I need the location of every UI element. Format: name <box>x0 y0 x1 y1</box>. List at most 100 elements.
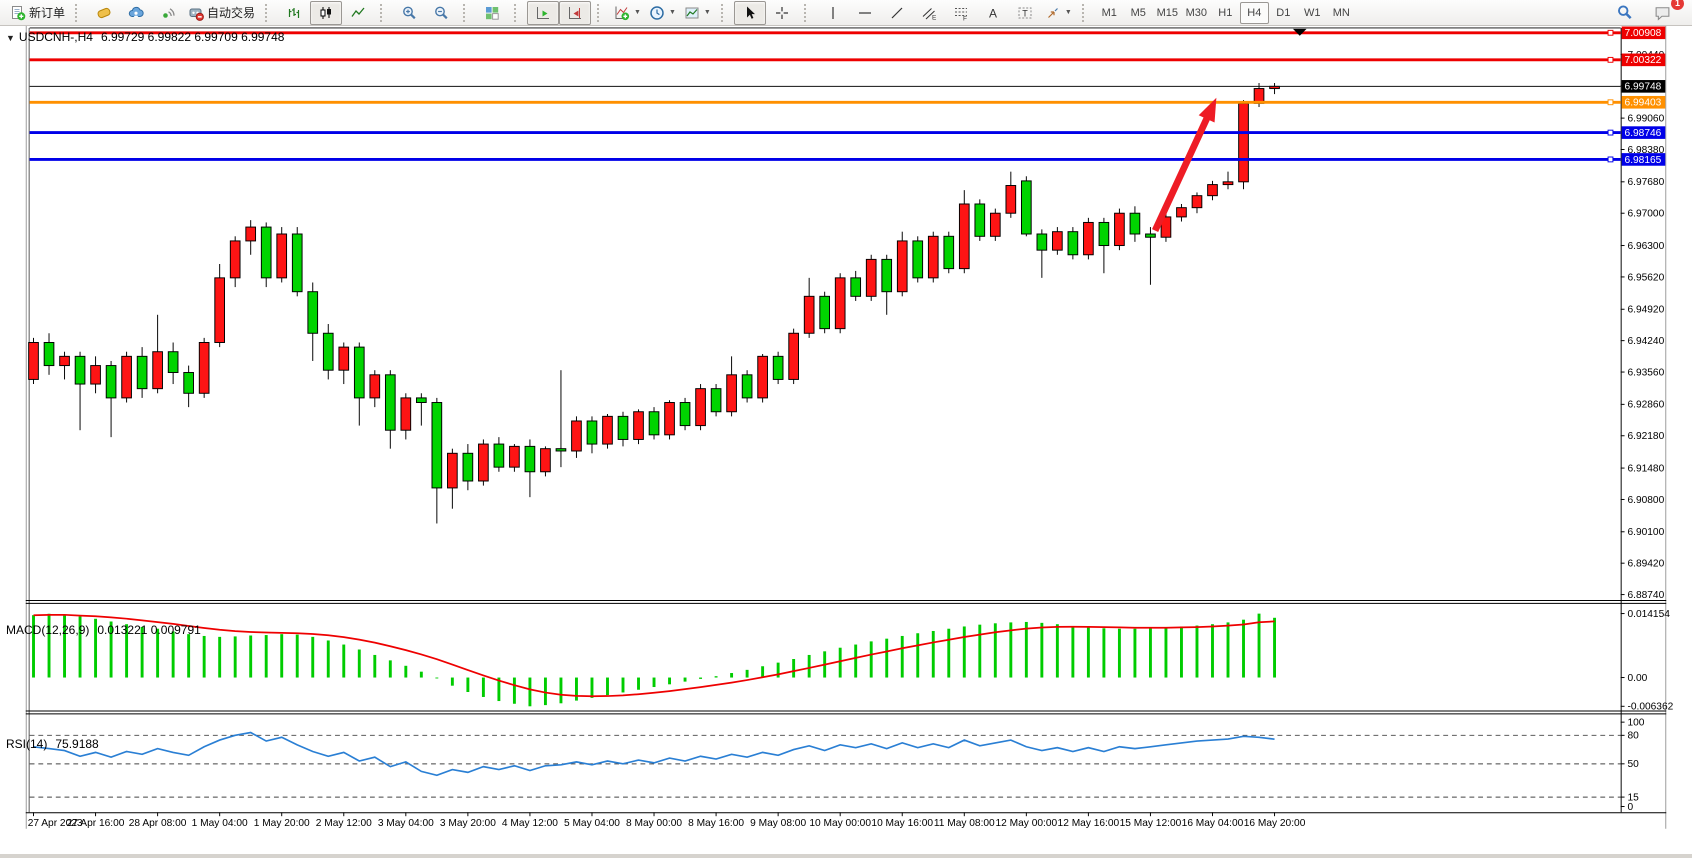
line-anchor-handle[interactable] <box>1607 29 1614 36</box>
rsi-indicator-name: RSI(14) <box>6 737 48 751</box>
timeframe-m30-button[interactable]: M30 <box>1185 6 1207 19</box>
timeframe-w1-button[interactable]: W1 <box>1304 6 1321 19</box>
candle <box>245 226 257 242</box>
cursor-icon <box>742 5 758 21</box>
candle <box>617 415 629 440</box>
candle <box>772 355 784 380</box>
candle <box>1222 181 1234 186</box>
candle <box>586 420 598 445</box>
timeframe-m5-button[interactable]: M5 <box>1130 6 1146 19</box>
horizontal-line-tool-button[interactable] <box>849 1 881 25</box>
chart-plot-area[interactable]: 7.004406.997606.990606.983806.976806.970… <box>0 26 1692 854</box>
timeframe-h4-button[interactable]: H4 <box>1239 1 1269 24</box>
candle <box>912 240 924 279</box>
text-label-tool-button[interactable]: T <box>1009 1 1041 25</box>
candlestick-chart-button[interactable] <box>310 0 343 25</box>
tile-windows-button[interactable] <box>476 1 508 25</box>
signals-button[interactable] <box>152 1 184 25</box>
rsi-pane-label: RSI(14) 75.9188 <box>6 737 99 751</box>
time-axis-label: 27 Apr 16:00 <box>67 818 125 829</box>
toolbar-grip <box>1081 3 1091 22</box>
line-chart-icon <box>350 5 366 21</box>
bar-chart-button[interactable] <box>278 1 310 25</box>
autotrading-button[interactable]: 自动交易 <box>184 1 259 25</box>
macd-indicator-values: 0.013221 0.009791 <box>97 623 201 637</box>
search-button[interactable] <box>1608 1 1640 25</box>
candle <box>1098 221 1110 247</box>
candle <box>260 226 272 279</box>
chart-end-marker-icon <box>1292 28 1307 36</box>
candle <box>896 240 908 293</box>
candle <box>1114 212 1125 247</box>
vertical-line-tool-button[interactable] <box>817 1 849 25</box>
trend-arrow[interactable] <box>1152 97 1217 232</box>
time-axis-label: 15 May 12:00 <box>1120 818 1182 829</box>
zoom-out-button[interactable] <box>425 1 457 25</box>
add-indicator-button[interactable]: ▼ <box>610 1 645 25</box>
period-button[interactable]: ▼ <box>645 1 680 25</box>
candle <box>1238 102 1249 183</box>
candle <box>291 233 303 293</box>
macd-tick-label: -0.006362 <box>1627 702 1673 713</box>
price-badge <box>1621 153 1666 166</box>
time-axis-label: 9 May 08:00 <box>750 818 806 829</box>
chevron-down-icon: ▼ <box>1064 9 1072 16</box>
candle <box>819 295 831 330</box>
candle <box>1160 216 1172 238</box>
line-anchor-handle[interactable] <box>1607 99 1614 106</box>
community-button[interactable] <box>120 1 152 25</box>
crosshair-tool-button[interactable] <box>766 1 798 25</box>
chart-shift-button[interactable] <box>559 0 592 25</box>
candle <box>1052 231 1063 251</box>
price-tick-label: 6.98380 <box>1627 145 1664 156</box>
candle <box>788 332 799 380</box>
cursor-tool-button[interactable] <box>733 0 766 25</box>
timeframe-h1-button[interactable]: H1 <box>1218 6 1233 19</box>
line-chart-button[interactable] <box>342 1 374 25</box>
rsi-tick-label: 0 <box>1627 802 1633 813</box>
macd-signal-line <box>33 613 1275 698</box>
zoom-in-button[interactable] <box>393 1 425 25</box>
text-tool-button[interactable]: A <box>977 1 1009 25</box>
channel-tool-button[interactable]: E <box>913 1 945 25</box>
time-axis-label: 27 Apr 2023 <box>28 818 83 829</box>
auto-scroll-button[interactable] <box>527 0 560 25</box>
candle <box>1191 195 1203 209</box>
line-anchor-handle[interactable] <box>1607 156 1614 163</box>
timeframe-m15-button[interactable]: M15 <box>1156 6 1178 19</box>
new-order-button[interactable]: 新订单 <box>6 1 69 25</box>
line-anchor-handle[interactable] <box>1607 56 1614 63</box>
template-icon <box>684 5 700 21</box>
chat-icon <box>1654 4 1671 21</box>
tile-windows-icon <box>484 5 500 21</box>
timeframe-d1-button[interactable]: D1 <box>1276 6 1291 19</box>
symbol-dropdown-arrow-icon[interactable]: ▼ <box>6 33 15 43</box>
price-badge-label: 6.99748 <box>1625 82 1662 93</box>
notifications-button[interactable]: 1 <box>1646 0 1684 25</box>
timeframe-mn-button[interactable]: MN <box>1332 6 1350 19</box>
candle <box>540 448 551 473</box>
fibonacci-tool-button[interactable]: F <box>945 1 977 25</box>
candle <box>850 277 862 297</box>
price-badge <box>1621 53 1666 67</box>
rsi-tick-label: 100 <box>1627 718 1644 729</box>
svg-text:F: F <box>963 15 967 21</box>
svg-text:T: T <box>1022 8 1028 18</box>
candle <box>803 295 815 334</box>
price-badge-label: 6.98165 <box>1625 155 1662 166</box>
timeframe-m1-button[interactable]: M1 <box>1101 6 1117 19</box>
toolbar-grip <box>803 3 813 22</box>
news-button[interactable] <box>88 1 120 25</box>
arrows-tool-button[interactable]: ▼ <box>1041 1 1076 25</box>
toolbar-grip <box>463 3 472 22</box>
candle <box>695 388 706 427</box>
rsi-axis: 100 80 50 150 <box>1620 718 1645 813</box>
add-indicator-icon <box>614 5 630 21</box>
price-tick-label: 6.93560 <box>1627 367 1664 378</box>
template-button[interactable]: ▼ <box>680 1 715 25</box>
chart-title: ▼ USDCNH-,H4 6.99729 6.99822 6.99709 6.997… <box>6 30 284 44</box>
candle <box>974 203 986 237</box>
line-anchor-handle[interactable] <box>1607 129 1614 136</box>
candle <box>416 397 427 403</box>
trendline-tool-button[interactable] <box>881 1 913 25</box>
